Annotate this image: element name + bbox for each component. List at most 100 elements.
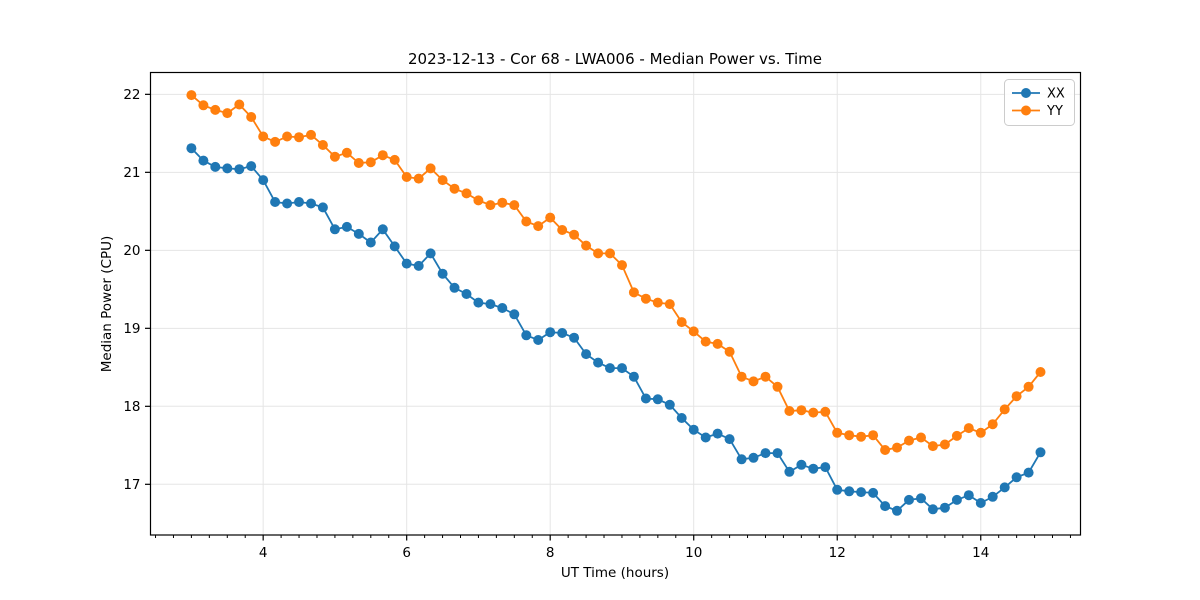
data-point-xx <box>736 454 747 465</box>
data-point-xx <box>449 282 460 293</box>
y-tick-label: 17 <box>123 477 140 493</box>
data-point-xx <box>1035 447 1046 458</box>
data-point-yy <box>927 441 938 452</box>
data-point-xx <box>987 491 998 502</box>
data-point-xx <box>222 163 233 174</box>
data-point-xx <box>688 424 699 435</box>
data-point-xx <box>545 327 556 338</box>
data-point-yy <box>760 371 771 382</box>
data-point-xx <box>485 299 496 310</box>
data-point-yy <box>844 430 855 441</box>
data-point-yy <box>425 163 436 174</box>
data-point-xx <box>796 459 807 470</box>
data-point-yy <box>1011 391 1022 402</box>
data-point-yy <box>664 299 675 310</box>
data-point-yy <box>975 427 986 438</box>
data-point-xx <box>234 164 245 175</box>
x-tick-label: 8 <box>546 545 555 561</box>
data-point-yy <box>270 136 281 147</box>
data-point-yy <box>999 404 1010 415</box>
data-point-yy <box>377 150 388 161</box>
data-point-yy <box>294 132 304 143</box>
legend-marker-xx <box>1021 88 1031 98</box>
data-point-xx <box>521 330 532 341</box>
data-point-xx <box>353 228 364 239</box>
data-point-yy <box>485 200 496 211</box>
data-point-xx <box>557 328 568 338</box>
data-point-yy <box>581 240 592 251</box>
data-point-xx <box>341 221 352 232</box>
data-point-yy <box>473 195 484 206</box>
data-point-xx <box>461 289 472 299</box>
data-point-xx <box>365 237 376 248</box>
data-point-xx <box>306 198 316 209</box>
data-point-yy <box>987 419 998 430</box>
data-point-xx <box>569 332 580 343</box>
data-point-yy <box>557 225 568 235</box>
series-layer <box>186 90 1046 516</box>
y-tick-label: 19 <box>123 321 140 337</box>
data-point-yy <box>509 200 520 211</box>
data-point-xx <box>509 309 520 320</box>
data-point-xx <box>664 399 675 410</box>
x-tick-label: 10 <box>685 545 702 561</box>
data-point-yy <box>246 112 257 122</box>
data-point-yy <box>628 287 639 298</box>
data-point-xx <box>497 303 508 313</box>
data-point-yy <box>569 229 580 240</box>
data-point-yy <box>497 197 508 208</box>
data-point-xx <box>748 452 759 463</box>
data-point-yy <box>317 140 328 150</box>
data-point-xx <box>892 505 902 516</box>
data-point-xx <box>581 349 592 360</box>
data-point-xx <box>1023 467 1034 478</box>
data-point-yy <box>449 183 460 194</box>
data-point-yy <box>916 432 926 443</box>
data-point-xx <box>317 202 328 213</box>
data-point-yy <box>365 157 376 168</box>
data-point-xx <box>533 335 544 345</box>
data-point-yy <box>712 338 723 349</box>
legend-label-xx: XX <box>1047 87 1065 102</box>
data-point-xx <box>210 161 221 172</box>
data-point-yy <box>198 100 209 111</box>
tick-layer: 4 6 8 10 12 14 17 18 19 20 21 22 <box>123 87 1071 561</box>
x-tick-label: 14 <box>972 545 989 561</box>
legend: XX YY <box>1004 79 1075 126</box>
data-point-xx <box>904 494 914 505</box>
y-tick-label: 22 <box>123 87 140 103</box>
data-point-xx <box>820 462 831 473</box>
data-point-xx <box>593 357 604 368</box>
data-point-yy <box>353 158 364 168</box>
data-point-yy <box>963 423 974 434</box>
data-point-xx <box>401 258 412 269</box>
data-point-yy <box>413 173 424 184</box>
data-point-yy <box>329 151 340 162</box>
y-tick-label: 20 <box>123 243 140 259</box>
data-point-xx <box>772 448 783 459</box>
chart-title: 2023-12-13 - Cor 68 - LWA006 - Median Po… <box>408 50 822 68</box>
data-point-xx <box>916 493 926 504</box>
data-point-xx <box>413 260 424 271</box>
data-point-yy <box>617 260 627 271</box>
data-point-xx <box>640 393 651 404</box>
data-point-yy <box>796 405 807 416</box>
data-point-yy <box>736 371 747 382</box>
data-point-xx <box>880 501 891 512</box>
data-point-yy <box>652 297 663 308</box>
data-point-xx <box>258 175 269 186</box>
data-point-yy <box>820 406 831 417</box>
data-point-xx <box>844 486 855 497</box>
data-point-xx <box>724 434 735 445</box>
x-tick-label: 4 <box>259 545 268 561</box>
legend-label-yy: YY <box>1046 104 1063 119</box>
data-point-yy <box>868 430 879 441</box>
data-point-xx <box>628 371 639 382</box>
data-point-xx <box>617 363 627 374</box>
data-point-xx <box>246 161 257 172</box>
plot-border <box>149 71 1082 536</box>
data-point-xx <box>652 394 663 405</box>
data-point-xx <box>784 466 795 477</box>
